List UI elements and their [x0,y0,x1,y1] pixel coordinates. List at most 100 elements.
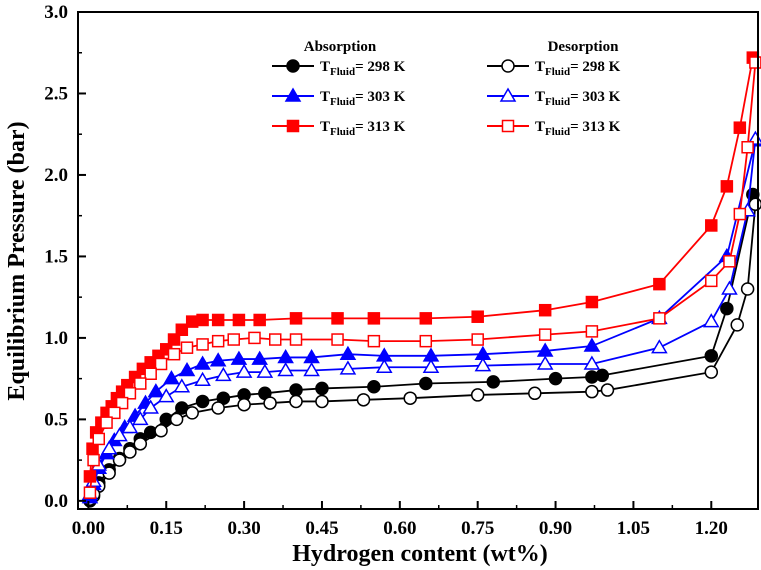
data-point [704,349,719,363]
data-point [111,427,128,442]
data-point [289,312,303,325]
data-point [375,358,393,373]
data-point [269,333,282,346]
data-point [538,328,552,341]
x-tick-label: 1.20 [695,518,728,539]
data-point [367,380,381,394]
data-point [227,333,240,346]
data-point [474,357,492,372]
data-point [583,355,601,370]
data-point [704,365,719,379]
data-point [83,470,97,483]
data-point [740,282,755,296]
data-point [163,370,180,385]
data-point [147,383,165,398]
data-point [256,363,274,378]
data-point [235,363,253,378]
data-point [315,394,329,409]
data-point [331,312,344,325]
data-point [123,387,137,400]
data-point [154,424,168,438]
legend-entry-desorption-313k: TFluid= 313 K [487,119,621,138]
data-point [251,350,268,365]
y-tick-label: 2.5 [44,83,68,104]
data-point [595,368,610,383]
legend-desorption-header: Desorption [548,39,619,55]
data-point [87,453,100,467]
ticks-layer: 0.00 0.15 0.30 0.45 0.60 0.75 0.90 1.05 1.20 0.0 0… [44,2,728,539]
legend-absorption-header: Absorption [304,39,377,55]
y-tick-label: 0.0 [44,491,68,512]
data-point [419,334,433,348]
data-point [289,383,303,397]
series-absorption-303k [81,132,761,504]
data-point [277,362,294,377]
legend-marker [499,87,517,102]
data-point [339,345,357,360]
data-point [356,393,371,407]
data-point [209,352,227,367]
data-point [367,312,381,325]
data-point [585,295,599,309]
data-point [720,180,734,193]
data-point [651,339,668,354]
data-point [419,312,433,325]
plot-frame [77,11,759,510]
data-point [92,432,106,446]
data-point [83,486,97,499]
x-tick-label: 1.05 [617,518,650,539]
data-point [721,280,738,295]
data-point [471,333,484,346]
data-point [180,341,194,354]
data-point [178,362,196,377]
x-tick-label: 0.45 [305,518,338,539]
data-point [115,396,129,410]
legend: Absorption Desorption TFluid= 298 K TFlui… [272,39,621,138]
x-tick-label: 0.00 [72,518,105,539]
data-point [133,437,148,451]
y-tick-label: 3.0 [44,2,68,23]
data-point [196,338,209,351]
data-point [142,399,159,414]
data-point [339,360,357,375]
data-point [185,315,199,328]
data-point [175,323,189,337]
data-point [733,121,747,134]
x-tick-label: 0.15 [150,518,183,539]
data-point [705,219,718,232]
legend-marker [286,59,300,73]
legend-label: TFluid= 298 K [535,59,621,78]
data-point [705,274,718,288]
legend-entry-absorption-298k: TFluid= 298 K [272,59,406,78]
data-point [528,386,542,401]
data-point [548,371,563,386]
data-point [331,333,344,346]
data-point [185,406,199,420]
data-point [585,384,599,399]
legend-label: TFluid= 298 K [320,59,406,78]
data-point [422,358,440,373]
x-tick-label: 0.30 [227,518,260,539]
data-point [730,318,744,332]
data-point [289,333,303,346]
y-tick-label: 2.0 [44,165,68,186]
data-point [157,388,175,403]
data-point [100,440,118,455]
data-point [470,388,485,402]
legend-entries: TFluid= 298 K TFluid= 298 K TFluid= 303 K T… [272,59,621,138]
data-point [215,366,232,382]
data-point [536,355,554,370]
legend-entry-absorption-313k: TFluid= 313 K [272,119,406,138]
data-point [232,313,246,327]
data-point [253,313,266,327]
series-desorption-303k [81,130,761,501]
data-point [230,350,248,365]
x-axis-title: Hydrogen content (wt%) [292,541,548,567]
data-point [720,301,734,316]
data-point [131,410,149,426]
data-point [134,377,147,390]
data-point [653,312,666,325]
data-point [583,337,601,352]
data-point [486,375,501,389]
